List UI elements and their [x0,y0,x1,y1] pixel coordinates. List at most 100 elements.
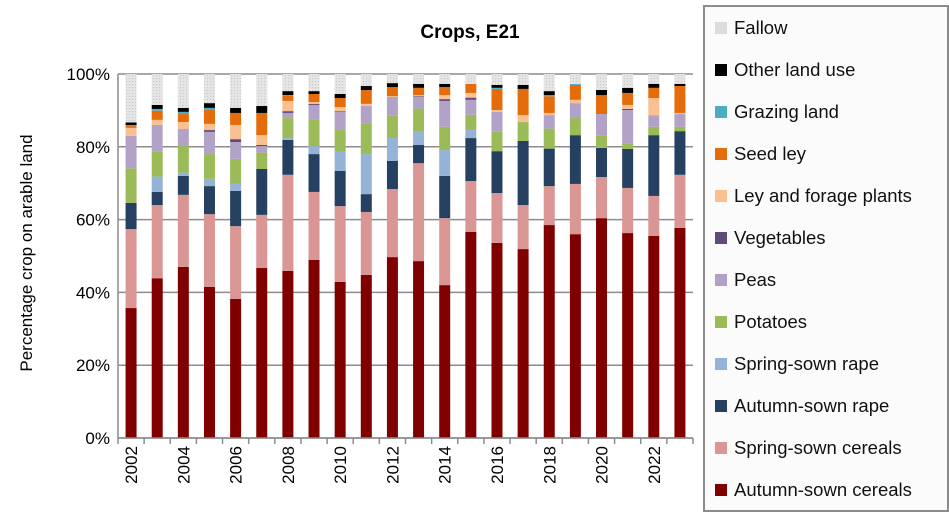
y-tick-label: 80% [76,138,110,157]
y-tick-label: 100% [67,65,110,84]
bar-other-land-use-2018 [543,91,555,96]
bar-peas-2011 [360,106,372,124]
bar-autumn-sown-rape-2016 [491,151,503,194]
bar-autumn-sown-cereals-2015 [465,231,477,438]
bar-spring-sown-rape-2013 [413,131,425,145]
bar-seed-ley-2021 [622,92,634,105]
bar-peas-2006 [230,142,242,159]
bar-autumn-sown-cereals-2017 [517,249,529,438]
bar-potatoes-2010 [334,130,346,152]
bar-other-land-use-2016 [491,84,503,88]
legend-item: Seed ley [715,142,806,166]
y-tick-label: 60% [76,211,110,230]
bar-other-land-use-2017 [517,84,529,89]
legend-item: Autumn-sown cereals [715,478,912,502]
bar-spring-sown-cereals-2020 [596,177,608,219]
bar-autumn-sown-cereals-2009 [308,260,320,438]
bar-seed-ley-2015 [465,83,477,93]
bar-spring-sown-cereals-2010 [334,206,346,282]
bar-seed-ley-2007 [256,112,268,136]
bar-potatoes-2021 [622,143,634,149]
bar-spring-sown-rape-2014 [439,150,451,176]
bar-autumn-sown-rape-2009 [308,154,320,192]
bar-autumn-sown-rape-2003 [151,191,163,206]
legend-item: Spring-sown cereals [715,436,902,460]
x-tick-label: 2008 [279,446,298,484]
bar-fallow-2013 [413,74,425,84]
bar-other-land-use-2006 [230,107,242,113]
bar-other-land-use-2008 [282,91,294,96]
bar-other-land-use-2002 [125,122,137,125]
bar-seed-ley-2011 [360,90,372,104]
bar-spring-sown-cereals-2002 [125,229,137,309]
legend-label: Ley and forage plants [734,185,912,206]
bar-autumn-sown-rape-2019 [569,135,581,184]
bar-ley-and-forage-plants-2006 [230,124,242,140]
bar-grazing-land-2004 [177,111,189,115]
legend-item: Peas [715,268,776,292]
bar-other-land-use-2009 [308,91,320,95]
bar-peas-2003 [151,124,163,152]
bar-spring-sown-cereals-2017 [517,205,529,250]
bar-seed-ley-2004 [177,114,189,123]
bar-spring-sown-cereals-2023 [674,174,686,228]
bar-autumn-sown-rape-2015 [465,138,477,182]
bar-fallow-2014 [439,74,451,84]
bar-autumn-sown-cereals-2023 [674,227,686,438]
bar-ley-and-forage-plants-2008 [282,100,294,112]
x-tick-label: 2014 [436,446,455,484]
bar-ley-and-forage-plants-2018 [543,112,555,116]
legend: Fallow Other land use Grazing land Seed ley… [703,5,949,512]
bar-seed-ley-2018 [543,96,555,113]
bar-autumn-sown-cereals-2011 [360,274,372,438]
bar-grazing-land-2008 [282,95,294,96]
bar-grazing-land-2018 [543,95,555,97]
y-tick-label: 0% [85,429,110,448]
legend-label: Spring-sown rape [734,353,879,374]
bar-autumn-sown-cereals-2014 [439,285,451,438]
bar-potatoes-2003 [151,151,163,177]
bar-seed-ley-2013 [413,87,425,96]
bar-fallow-2005 [203,74,215,104]
x-tick-label: 2004 [174,446,193,484]
bar-fallow-2010 [334,74,346,95]
bar-autumn-sown-rape-2005 [203,186,215,215]
chart-title: Crops, E21 [420,22,520,43]
bar-vegetables-2005 [203,130,215,132]
bar-other-land-use-2022 [648,83,660,88]
bar-potatoes-2017 [517,122,529,141]
legend-swatch [715,22,727,34]
bar-potatoes-2002 [125,168,137,203]
bar-other-land-use-2020 [596,90,608,96]
bar-potatoes-2020 [596,135,608,148]
bar-seed-ley-2016 [491,88,503,111]
bar-autumn-sown-cereals-2006 [230,298,242,438]
bar-peas-2008 [282,112,294,119]
y-tick-label: 40% [76,283,110,302]
bar-vegetables-2014 [439,99,451,101]
bar-peas-2013 [413,96,425,109]
bar-autumn-sown-cereals-2021 [622,233,634,438]
bar-seed-ley-2006 [230,112,242,125]
y-tick-label: 20% [76,356,110,375]
bar-fallow-2002 [125,74,137,123]
legend-item: Other land use [715,58,855,82]
bar-other-land-use-2010 [334,94,346,99]
bar-potatoes-2015 [465,114,477,131]
bar-seed-ley-2002 [125,126,137,128]
legend-swatch [715,358,727,370]
bar-ley-and-forage-plants-2019 [569,99,581,104]
bar-seed-ley-2020 [596,95,608,115]
bar-peas-2007 [256,146,268,153]
bar-spring-sown-cereals-2019 [569,183,581,235]
legend-label: Autumn-sown cereals [734,479,912,500]
bar-peas-2012 [386,96,398,116]
bar-autumn-sown-cereals-2002 [125,308,137,438]
bar-seed-ley-2003 [151,110,163,120]
bar-potatoes-2022 [648,126,660,136]
x-tick-label: 2020 [593,446,612,484]
bar-autumn-sown-cereals-2019 [569,234,581,438]
bar-spring-sown-rape-2006 [230,183,242,191]
bar-spring-sown-cereals-2005 [203,214,215,287]
bar-fallow-2022 [648,74,660,84]
